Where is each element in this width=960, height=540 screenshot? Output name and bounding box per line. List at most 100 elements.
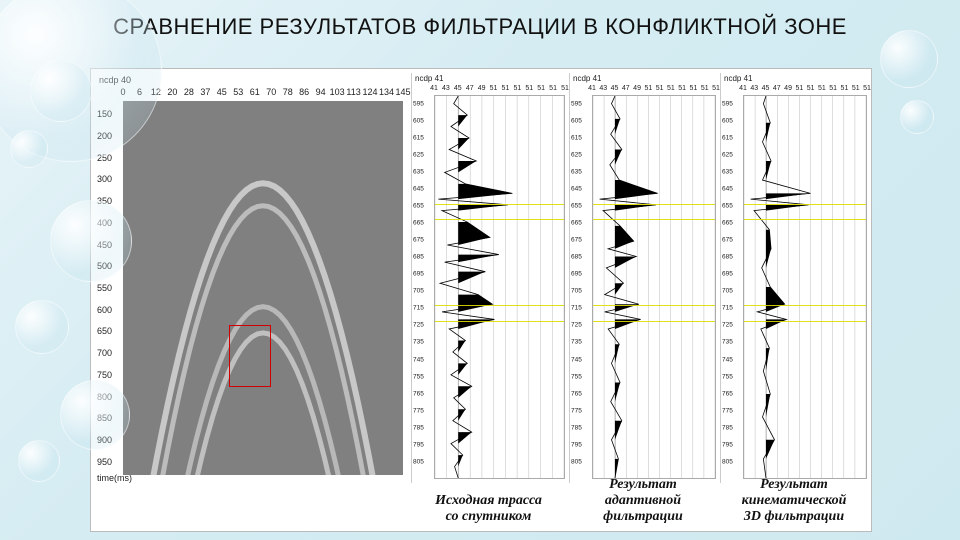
trace-xtick: 51 [701,85,709,92]
trace-ytick: 735 [722,339,733,346]
seis-xtick: 113 [346,87,360,97]
trace-ytick: 745 [413,356,424,363]
trace-xtick: 45 [611,85,619,92]
bg-bubble [10,130,48,168]
seismic-panel: ncdp 40 time(ms) 06122028374553617078869… [95,73,407,483]
seis-xtick: 37 [200,87,210,97]
bg-bubble [50,200,132,282]
seismic-roi-box [229,325,270,387]
trace-ytick: 675 [722,237,733,244]
trace-ytick: 665 [571,220,582,227]
panel-caption-adapt: Результатадаптивнойфильтрации [569,477,717,525]
trace-ytick: 655 [571,202,582,209]
trace-ytick: 785 [722,424,733,431]
trace-ytick: 775 [722,407,733,414]
highlight-line [435,321,564,322]
seis-ytick: 550 [97,283,112,293]
trace-xtick: 51 [807,85,815,92]
trace-xtick: 43 [750,85,758,92]
trace-xtick: 47 [773,85,781,92]
seis-ytick: 600 [97,305,112,315]
trace-xtick: 51 [667,85,675,92]
trace-body [434,95,565,479]
trace-ytick: 795 [571,441,582,448]
trace-ytick: 605 [413,117,424,124]
trace-xtick: 51 [795,85,803,92]
trace-xtick: 51 [490,85,498,92]
trace-xtick: 41 [430,85,438,92]
seis-xtick: 45 [217,87,227,97]
trace-ytick: 785 [413,424,424,431]
seis-xtick: 20 [167,87,177,97]
highlight-line [593,219,715,220]
trace-ytick: 645 [571,185,582,192]
trace-ytick: 595 [413,100,424,107]
trace-ytick: 735 [571,339,582,346]
trace-ytick: 765 [571,390,582,397]
trace-ytick: 645 [413,185,424,192]
highlight-line [744,204,866,205]
seis-xtick: 103 [330,87,345,97]
seis-ytick: 650 [97,326,112,336]
seis-ytick: 950 [97,457,112,467]
trace-xtick: 51 [644,85,652,92]
trace-panel-adapt: ncdp 41414345474951515151515151595605615… [569,73,718,483]
highlight-line [593,321,715,322]
trace-ytick: 625 [722,151,733,158]
figure-stage: ncdp 40 time(ms) 06122028374553617078869… [90,68,872,532]
panel-caption-orig: Исходная трассасо спутником [411,493,566,525]
trace-ytick: 675 [571,237,582,244]
highlight-line [435,305,564,306]
trace-ytick: 655 [722,202,733,209]
bg-bubble [30,60,92,122]
seis-xtick: 86 [299,87,309,97]
trace-body [743,95,867,479]
highlight-line [593,305,715,306]
trace-ytick: 685 [413,254,424,261]
trace-xtick: 51 [537,85,545,92]
trace-ytick: 685 [571,254,582,261]
trace-ytick: 725 [413,322,424,329]
trace-ytick: 705 [413,288,424,295]
trace-xtick: 51 [656,85,664,92]
trace-ytick: 735 [413,339,424,346]
trace-ytick: 725 [571,322,582,329]
trace-xtick: 49 [478,85,486,92]
seis-ytick: 700 [97,348,112,358]
trace-ytick: 685 [722,254,733,261]
trace-ytick: 595 [571,100,582,107]
trace-ytick: 775 [571,407,582,414]
seis-xtick: 28 [184,87,194,97]
trace-ytick: 745 [571,356,582,363]
trace-ytick: 745 [722,356,733,363]
trace-ytick: 725 [722,322,733,329]
trace-xtick: 41 [739,85,747,92]
trace-ytick: 775 [413,407,424,414]
bg-bubble [18,440,60,482]
trace-ytick: 805 [413,458,424,465]
trace-ytick: 785 [571,424,582,431]
trace-ytick: 755 [571,373,582,380]
trace-ytick: 695 [413,271,424,278]
trace-ytick: 805 [722,458,733,465]
trace-ytick: 695 [571,271,582,278]
trace-ytick: 715 [571,305,582,312]
trace-ytick: 765 [413,390,424,397]
trace-panel-kin3d: ncdp 41414345474951515151515151595605615… [720,73,869,483]
bg-bubble [15,300,69,354]
trace-ytick: 605 [571,117,582,124]
trace-ytick: 805 [571,458,582,465]
highlight-line [435,204,564,205]
trace-panel-orig: ncdp 41414345474951515151515151595605615… [411,73,567,483]
trace-xtick: 51 [690,85,698,92]
bg-bubble [900,100,934,134]
trace-xtick: 43 [442,85,450,92]
trace-xtick: 45 [454,85,462,92]
highlight-line [744,321,866,322]
trace-xtick: 51 [678,85,686,92]
trace-xtick: 41 [588,85,596,92]
trace-header: ncdp 41 [721,73,869,84]
trace-ytick: 715 [722,305,733,312]
bg-bubble [60,380,130,450]
trace-ytick: 625 [413,151,424,158]
